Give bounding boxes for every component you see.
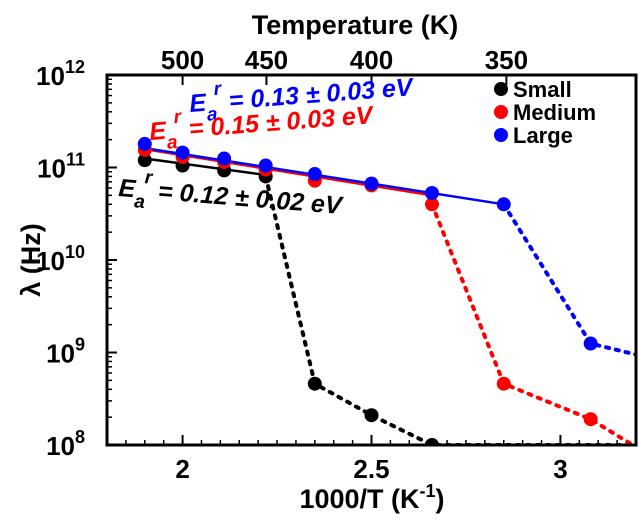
data-point-large-4: [307, 167, 322, 182]
legend-label-small: Small: [513, 77, 572, 102]
fit-line-large: [144, 146, 504, 206]
top-tick-label-2: 400: [350, 45, 393, 75]
y-tick-label-2: 1010: [36, 242, 85, 276]
legend-label-medium: Medium: [513, 100, 596, 125]
fit-line-small: [144, 157, 266, 177]
legend-marker-large: [494, 128, 508, 142]
top-tick-label-0: 500: [161, 45, 204, 75]
y-tick-label-0: 108: [46, 427, 85, 461]
dotted-line-small: [263, 174, 636, 445]
y-tick-label-3: 1011: [37, 150, 85, 184]
data-point-large-6: [424, 186, 439, 201]
axis-ticks: 2 2.5 3 500 450 400 350 108 109 1010 1011 1012: [36, 45, 637, 484]
data-point-large-8: [583, 336, 598, 351]
data-point-large-3: [258, 158, 273, 173]
data-point-large-7: [496, 197, 511, 212]
y-axis-title: λ (Hz): [16, 223, 46, 297]
data-point-large-5: [364, 176, 379, 191]
top-tick-label-1: 450: [245, 45, 288, 75]
dotted-line-large: [501, 202, 636, 357]
annotations: Ear = 0.13 ± 0.03 eV Ear = 0.15 ± 0.03 e…: [118, 73, 416, 220]
data-point-small-4: [307, 376, 322, 391]
x-axis-title: 1000/T (K-1): [299, 481, 444, 514]
y-tick-label-4: 1012: [36, 57, 85, 91]
top-tick-label-3: 350: [485, 45, 528, 75]
legend-label-large: Large: [513, 123, 573, 148]
fit-lines: [144, 146, 504, 206]
data-point-medium-6: [424, 197, 439, 212]
y-tick-label-1: 109: [46, 335, 85, 369]
x-tick-label-1: 2.5: [353, 454, 389, 484]
data-point-large-2: [217, 151, 232, 166]
data-point-medium-8: [583, 412, 598, 427]
data-point-medium-7: [496, 376, 511, 391]
legend-marker-medium: [494, 105, 508, 119]
top-axis-title: Temperature (K): [252, 10, 459, 40]
x-tick-label-2: 3: [553, 454, 567, 484]
data-point-small-0: [137, 153, 152, 168]
data-point-small-5: [364, 408, 379, 423]
legend-marker-small: [494, 82, 508, 96]
legend: Small Medium Large: [494, 77, 596, 148]
data-point-large-0: [137, 136, 152, 151]
data-point-large-1: [175, 145, 190, 160]
x-tick-label-0: 2: [175, 454, 189, 484]
data-points: [137, 136, 598, 445]
dotted-line-medium: [429, 202, 636, 445]
